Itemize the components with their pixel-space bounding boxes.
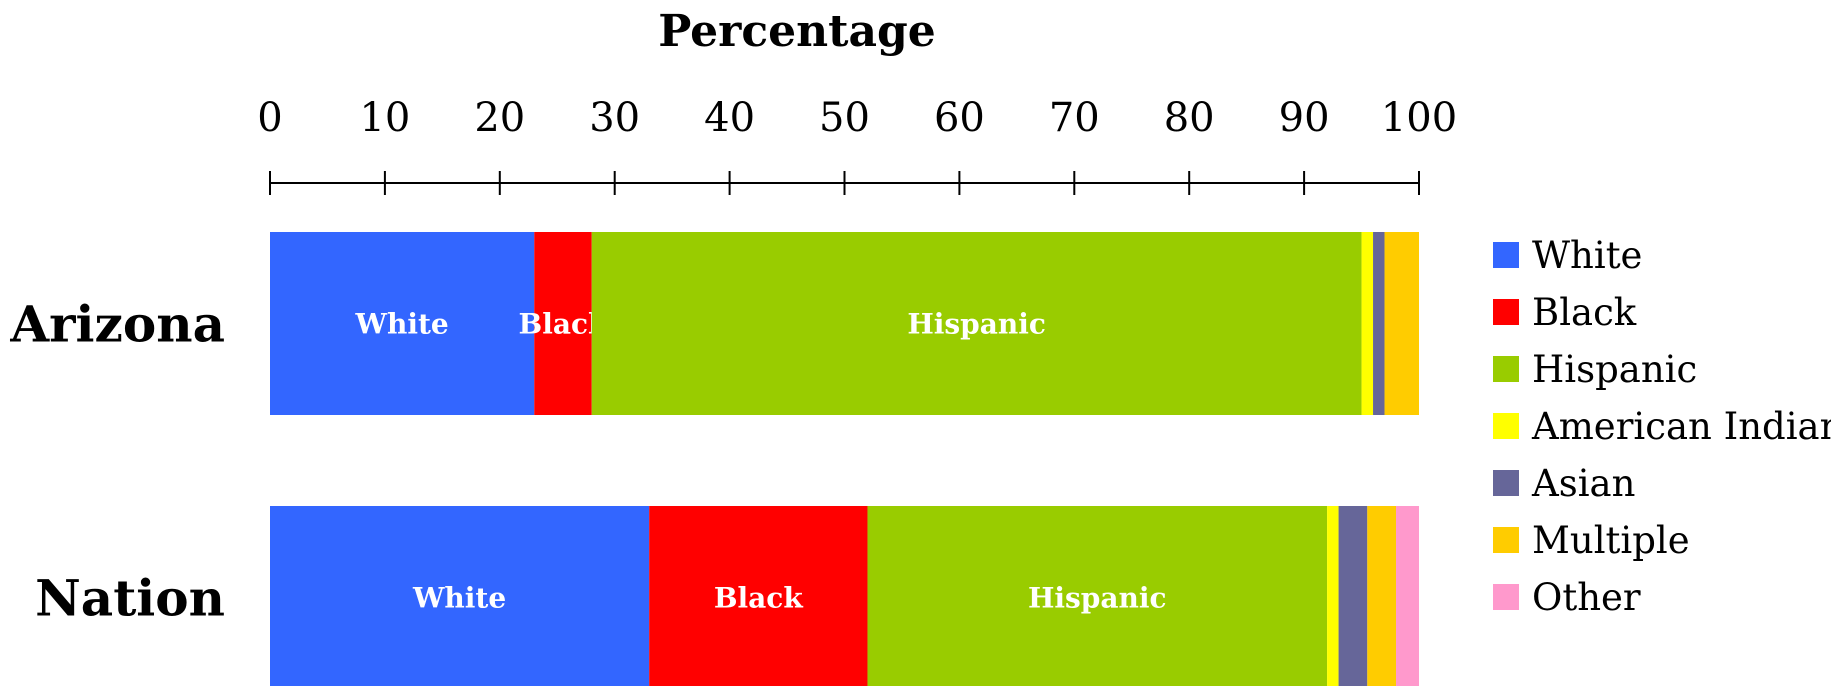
legend: White Black Hispanic American Indian Asian Mu… (1493, 234, 1831, 619)
x-tick-label: 30 (589, 95, 640, 141)
bar-segment (1396, 506, 1419, 686)
legend-swatch (1493, 356, 1519, 382)
legend-label: Other (1532, 576, 1641, 619)
bar-segment-label: Hispanic (1028, 582, 1167, 615)
bar-segment (1327, 506, 1339, 686)
bar-segment (1373, 232, 1385, 415)
legend-swatch (1493, 470, 1519, 496)
x-tick-label: 100 (1381, 95, 1457, 141)
legend-label: Black (1532, 291, 1637, 334)
bar-segment (534, 232, 592, 415)
bar-segment-label: Hispanic (907, 308, 1046, 341)
bar-segment-label: White (355, 308, 449, 341)
legend-label: White (1532, 234, 1642, 277)
x-tick-label: 0 (257, 95, 282, 141)
legend-swatch (1493, 242, 1519, 268)
bar-segment (270, 232, 535, 415)
x-tick-label: 50 (819, 95, 870, 141)
bar-segment (649, 506, 868, 686)
category-label: Nation (35, 569, 225, 628)
legend-swatch (1493, 299, 1519, 325)
bar-segment (1367, 506, 1397, 686)
legend-label: Asian (1531, 462, 1635, 505)
legend-swatch (1493, 527, 1519, 553)
x-tick-label: 10 (359, 95, 410, 141)
x-tick-label: 20 (474, 95, 525, 141)
category-label: Arizona (9, 295, 225, 354)
chart-title: Percentage (658, 6, 935, 57)
bar-segment-label: White (412, 582, 506, 615)
bar-segment (591, 232, 1362, 415)
bar-segment (1338, 506, 1368, 686)
legend-label: Hispanic (1532, 348, 1697, 391)
bar-segment (270, 506, 650, 686)
legend-label: Multiple (1532, 519, 1690, 562)
legend-label: American Indian (1531, 405, 1831, 448)
bar-segment (867, 506, 1328, 686)
x-tick-label: 90 (1279, 95, 1330, 141)
x-tick-label: 40 (704, 95, 755, 141)
x-tick-label: 60 (934, 95, 985, 141)
x-tick-label: 70 (1049, 95, 1100, 141)
bar-segment (1384, 232, 1419, 415)
legend-swatch (1493, 413, 1519, 439)
bar-segment (1361, 232, 1374, 415)
legend-swatch (1493, 584, 1519, 610)
x-axis: 0 10 20 30 40 50 60 70 80 90 100 (257, 95, 1457, 195)
x-tick-label: 80 (1164, 95, 1215, 141)
bar-segment-label: Black (714, 582, 803, 615)
